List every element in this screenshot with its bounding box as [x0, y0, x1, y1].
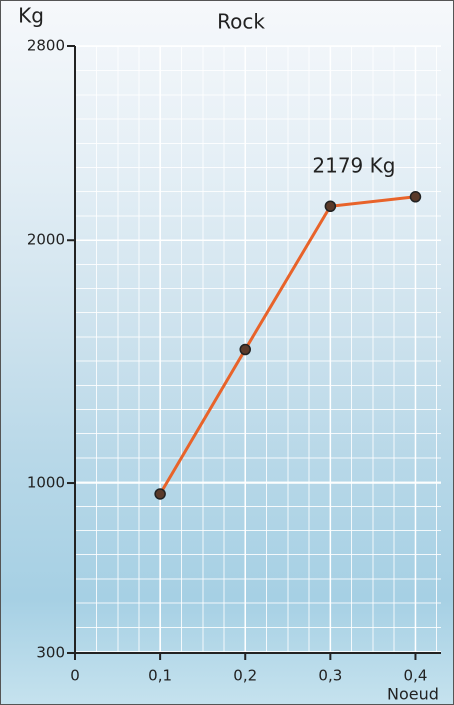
x-tick-label: 0,4: [404, 667, 428, 685]
series-line: [158, 195, 416, 495]
y-tick-label: 2000: [27, 231, 65, 249]
x-axis-label: Noeud: [387, 685, 439, 704]
data-point: [239, 343, 251, 356]
x-tick-label: 0,2: [233, 667, 257, 685]
x-tick-label: 0,3: [318, 667, 342, 685]
data-point: [324, 200, 337, 212]
y-tick-label: 1000: [27, 474, 65, 492]
minor-grid: [75, 46, 441, 653]
x-tick-label: 0: [70, 667, 80, 685]
y-tick-label: 2800: [27, 37, 65, 55]
data-point: [154, 488, 166, 500]
annotation: 2179 Kg: [312, 153, 395, 177]
x-tick-label: 0,1: [148, 667, 172, 685]
y-tick-label: 300: [36, 644, 65, 662]
y-axis-label: Kg: [18, 4, 44, 28]
chart-title: Rock: [217, 10, 265, 34]
data-point: [409, 191, 422, 203]
